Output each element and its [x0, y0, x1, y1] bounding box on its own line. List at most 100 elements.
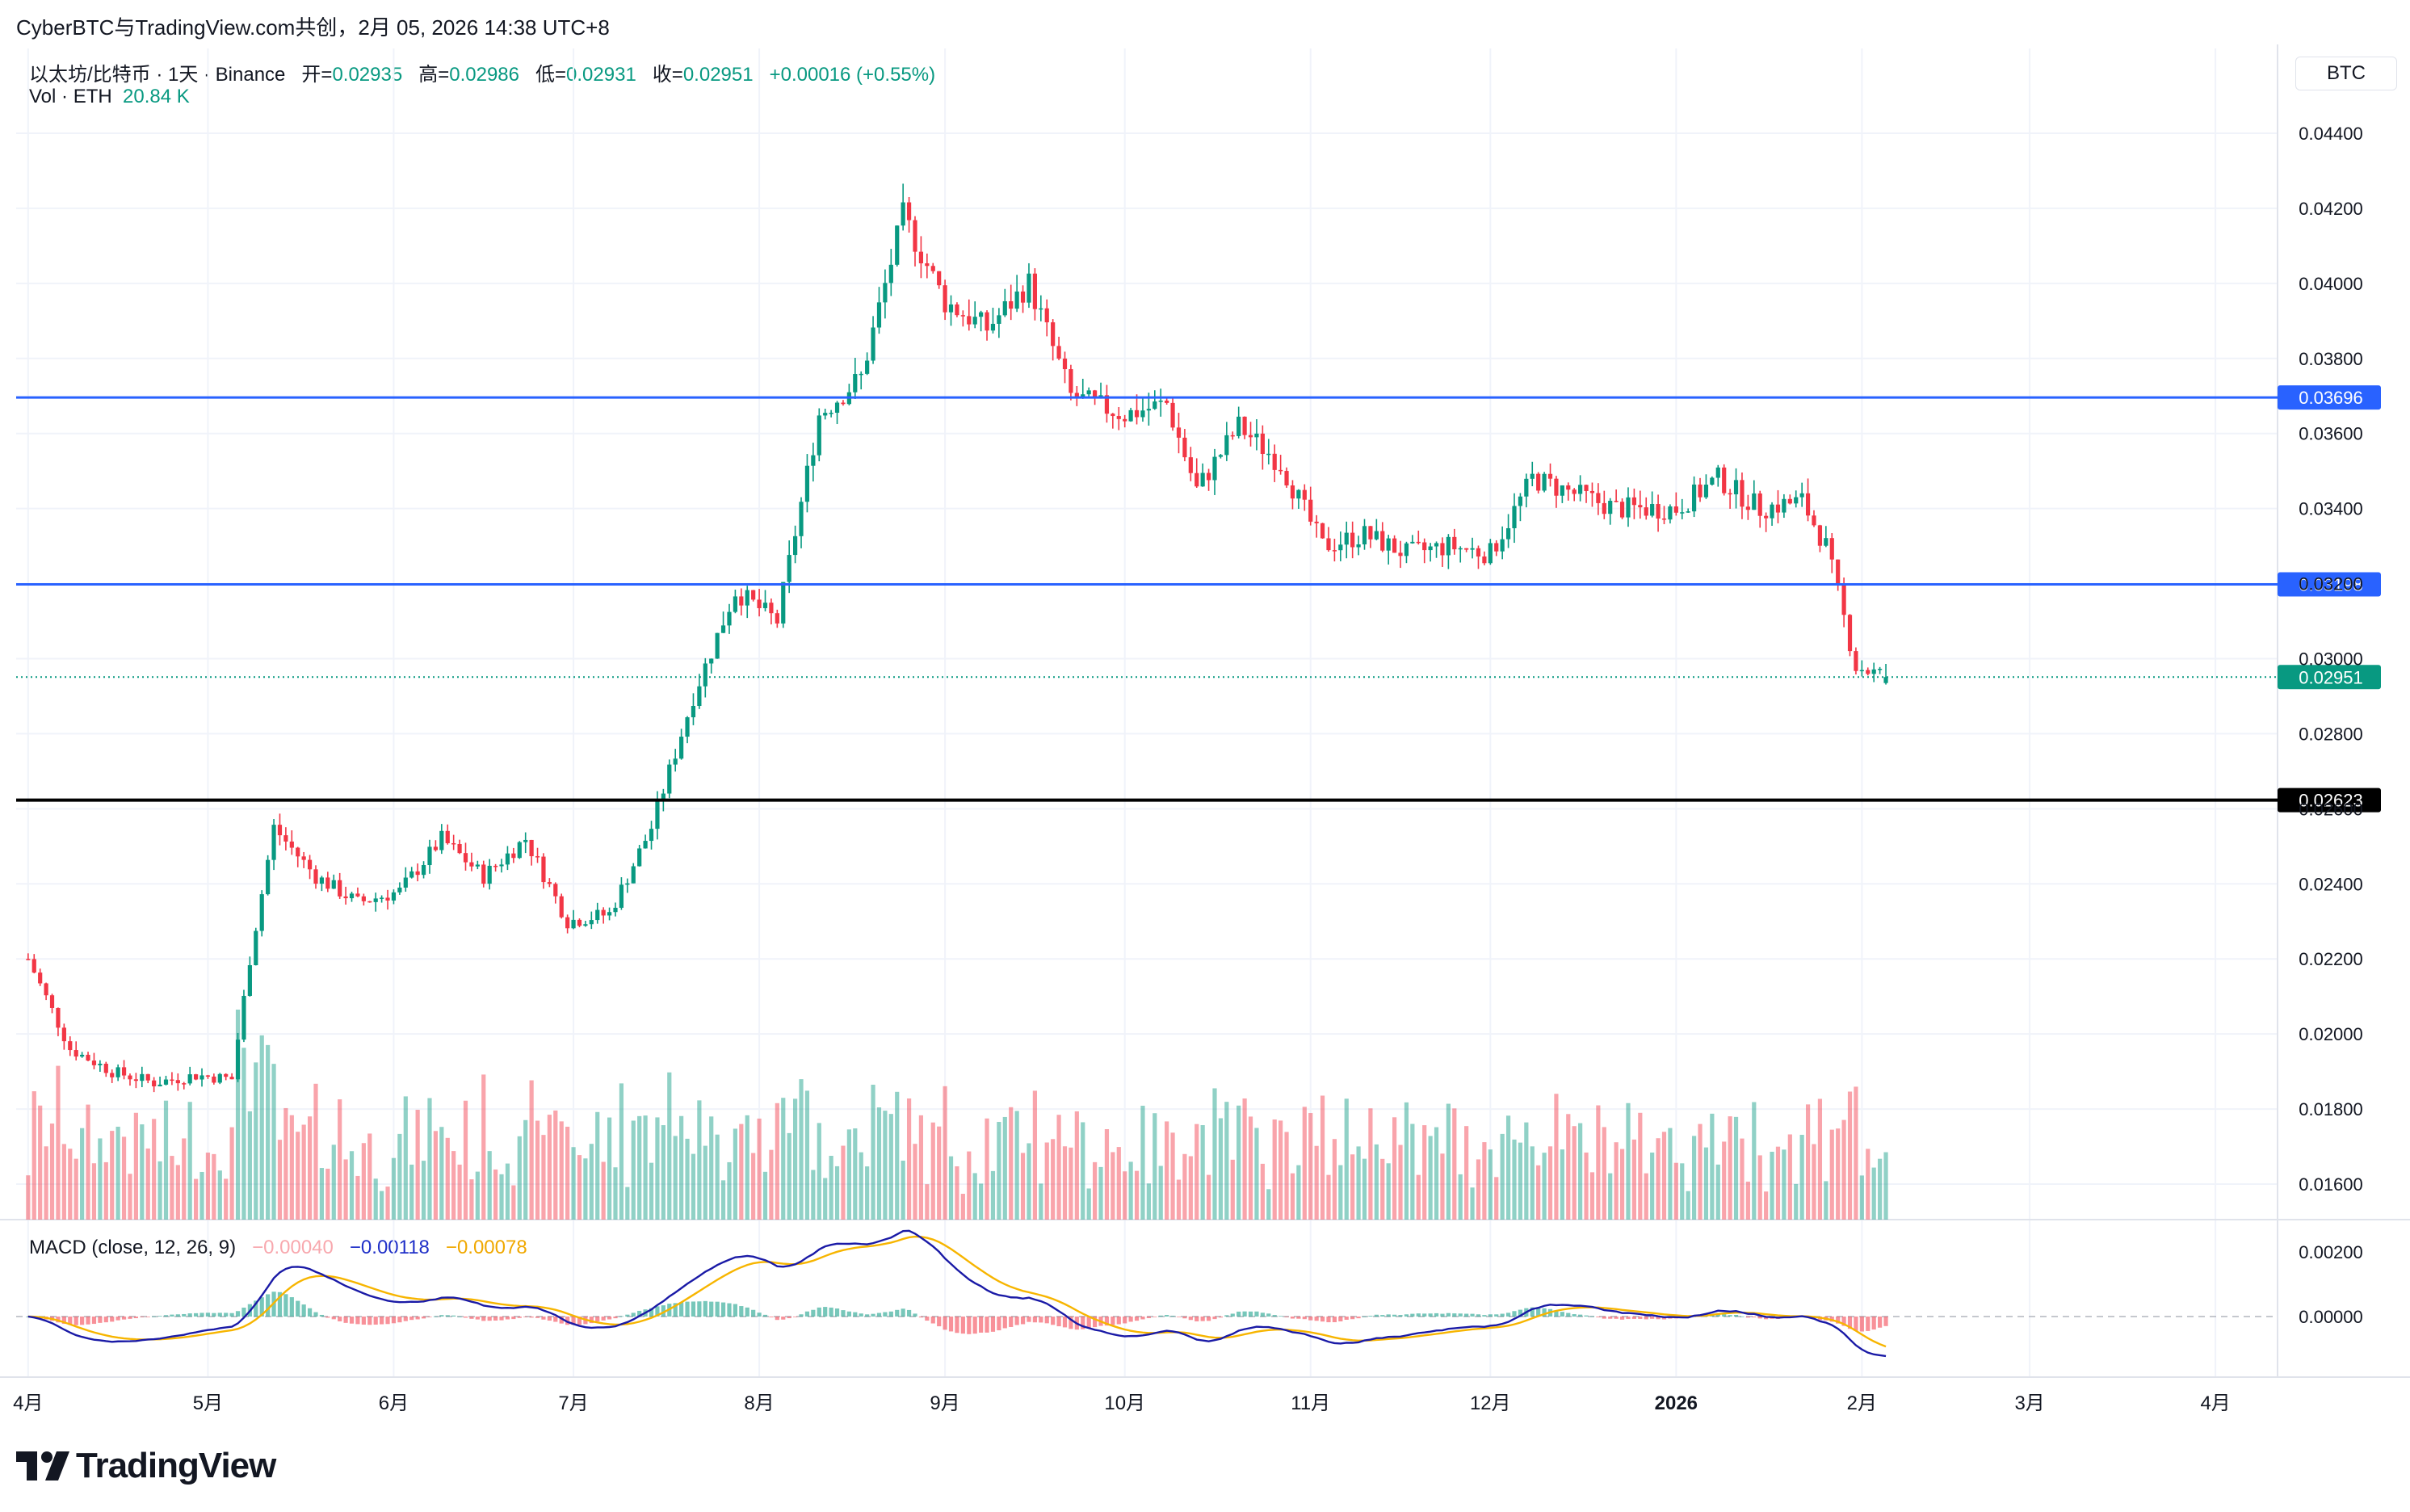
macd-hist-bar	[739, 1306, 744, 1317]
macd-hist-bar	[955, 1317, 959, 1334]
macd-hist-bar	[1464, 1313, 1469, 1317]
candle-body	[361, 896, 366, 901]
volume-bar	[661, 1125, 665, 1220]
macd-hist-bar	[157, 1316, 162, 1317]
macd-hist-bar	[1212, 1317, 1217, 1320]
volume-bar	[1428, 1136, 1433, 1220]
candle-body	[649, 829, 654, 842]
volume-bar	[1542, 1153, 1547, 1220]
candle-body	[589, 920, 594, 925]
candle-body	[901, 202, 905, 226]
macd-hist-bar	[895, 1309, 900, 1317]
volume-bar	[762, 1171, 768, 1220]
candle-body	[229, 1077, 234, 1080]
candle-body	[1368, 526, 1373, 540]
macd-hist-bar	[1757, 1317, 1762, 1319]
volume-bar	[259, 1035, 264, 1220]
candle-body	[720, 625, 726, 633]
close-label: 收=	[652, 64, 683, 86]
candle-body	[391, 892, 397, 901]
volume-bar	[799, 1079, 804, 1220]
macd-hist-bar	[1428, 1313, 1433, 1317]
macd-hist-bar	[1650, 1317, 1655, 1319]
candle-body	[583, 924, 588, 926]
volume-bar	[817, 1123, 821, 1220]
volume-bar	[1764, 1191, 1769, 1220]
macd-hist-bar	[1847, 1317, 1853, 1329]
volume-bar	[1631, 1139, 1636, 1220]
candle-body	[637, 848, 642, 867]
volume-bar	[613, 1167, 618, 1220]
candle-body	[1608, 501, 1613, 514]
candle-body	[841, 402, 846, 405]
volume-bar	[427, 1098, 432, 1220]
volume-bar	[487, 1151, 492, 1220]
candle-body	[913, 220, 917, 252]
volume-bar	[1350, 1154, 1355, 1220]
volume-bar	[1116, 1147, 1121, 1220]
macd-hist-bar	[367, 1317, 372, 1325]
macd-signal-value: −0.00078	[445, 1237, 527, 1258]
candle-body	[1098, 395, 1103, 397]
macd-hist-bar	[1619, 1317, 1625, 1320]
macd-label[interactable]: MACD (close, 12, 26, 9)	[29, 1237, 237, 1258]
volume-bar	[1098, 1166, 1103, 1220]
candle-body	[1134, 410, 1140, 418]
low-value: 0.02931	[566, 64, 636, 86]
candle-body	[967, 316, 972, 325]
macd-hist-bar	[313, 1312, 318, 1317]
macd-hist-bar	[1656, 1317, 1661, 1320]
candle-body	[1859, 670, 1864, 672]
candle-body	[49, 995, 55, 1008]
candle-body	[1428, 546, 1433, 551]
candle-body	[1074, 393, 1079, 399]
macd-hist-bar	[301, 1304, 306, 1317]
candle-body	[1584, 485, 1589, 491]
candle-body	[1547, 473, 1553, 479]
candle-body	[152, 1080, 157, 1087]
candle-body	[1344, 532, 1349, 545]
symbol-label[interactable]: 以太坊/比特币 · 1天 · Binance	[29, 64, 286, 86]
candle-body	[1518, 496, 1523, 506]
macd-hist-bar	[1051, 1317, 1056, 1325]
macd-hist-bar	[373, 1317, 378, 1325]
candle-body	[217, 1073, 222, 1083]
volume-bar	[1650, 1152, 1655, 1220]
volume-bar	[571, 1147, 576, 1220]
candle-body	[930, 266, 935, 271]
candle-body	[415, 871, 420, 876]
volume-bar	[643, 1115, 648, 1220]
macd-hist-bar	[511, 1317, 516, 1320]
candle-body	[212, 1076, 216, 1083]
macd-hist-bar	[1140, 1317, 1145, 1320]
low-label: 低=	[535, 64, 567, 86]
candle-body	[817, 415, 821, 456]
macd-hist-bar	[1134, 1317, 1140, 1321]
volume-bar	[733, 1128, 737, 1220]
volume-bar	[948, 1156, 954, 1220]
candle-body	[481, 864, 486, 884]
currency-button[interactable]: BTC	[2295, 57, 2397, 90]
candle-body	[499, 864, 504, 867]
macd-hist-bar	[241, 1307, 246, 1317]
volume-label[interactable]: Vol · ETH	[29, 86, 112, 107]
volume-bar	[1782, 1149, 1787, 1220]
volume-bar	[1638, 1112, 1643, 1220]
candle-body	[110, 1073, 115, 1077]
macd-hist-bar	[1308, 1317, 1313, 1321]
volume-bar	[1056, 1115, 1061, 1220]
candle-body	[972, 317, 977, 325]
last-price-tag	[2278, 665, 2381, 690]
candle-body	[979, 312, 984, 317]
macd-hist-bar	[685, 1301, 690, 1317]
macd-hist-bar	[409, 1317, 414, 1321]
macd-hist-bar	[1631, 1317, 1636, 1319]
volume-bar	[1745, 1181, 1750, 1220]
candle-body	[517, 842, 522, 859]
macd-hist-bar	[1878, 1317, 1883, 1328]
candle-body	[1020, 291, 1026, 303]
tradingview-logo[interactable]: TradingView	[16, 1446, 276, 1486]
volume-bar	[559, 1121, 564, 1220]
candle-body	[1302, 489, 1307, 500]
